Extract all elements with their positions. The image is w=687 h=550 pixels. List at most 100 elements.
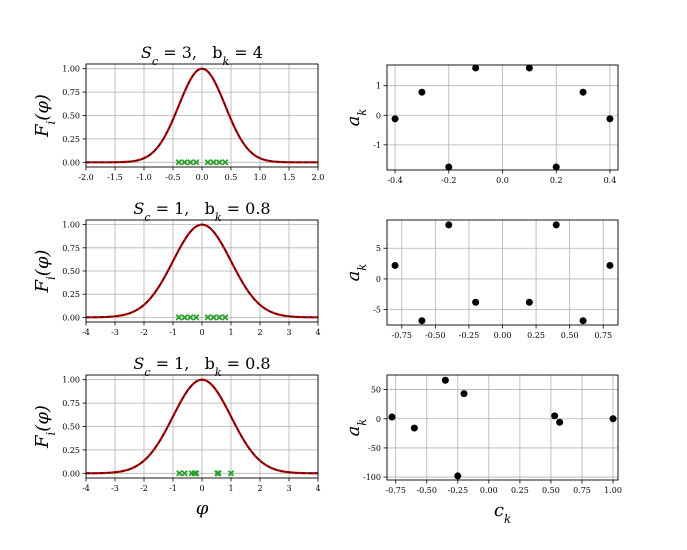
panel3-center-marker-7 xyxy=(221,314,229,321)
panel1-xtick-label-5: 0.5 xyxy=(225,173,238,182)
panel3-center-marker-0 xyxy=(175,314,183,321)
panel3-xtick-label-3: -1 xyxy=(169,328,177,337)
panel1-center-marker-4 xyxy=(204,159,212,166)
panel1-ytick-label-4: 1.00 xyxy=(62,65,80,74)
panel3-ytick-label-3: 0.75 xyxy=(62,244,80,253)
panel1-xtick-label-0: -2.0 xyxy=(78,173,93,182)
panel4-xtick-label-2: -0.25 xyxy=(459,331,480,340)
panel3-ytick-label-0: 0.00 xyxy=(62,313,80,322)
panel1-xtick-label-8: 2.0 xyxy=(312,173,325,182)
panel4-point-4 xyxy=(525,298,533,306)
panel5-ytick-label-1: 0.25 xyxy=(62,446,80,455)
panel6-ytick-label-2: 0 xyxy=(376,415,381,424)
panel1-series-dashed xyxy=(86,68,318,163)
panel1-center-marker-1 xyxy=(181,159,188,166)
panel4-ytick-label-1: 0 xyxy=(376,275,381,284)
panel3-title: Sc = 1, bk = 0.8 xyxy=(133,199,270,224)
panel4-point-1 xyxy=(418,317,426,325)
panel6-ylabel: ak xyxy=(343,419,369,437)
panel3-xtick-label-1: -3 xyxy=(111,328,119,337)
panel1-xtick-label-4: 0.0 xyxy=(196,173,209,182)
panel5-center-marker-6 xyxy=(215,470,222,477)
panel1-center-marker-3 xyxy=(192,159,200,166)
panel1-center-marker-5 xyxy=(210,159,217,166)
panel5-ytick-label-0: 0.00 xyxy=(62,469,80,478)
panel4-ytick-label-2: 5 xyxy=(376,244,381,253)
panel2-xtick-label-4: 0.4 xyxy=(604,176,617,185)
panel4-point-6 xyxy=(579,317,587,325)
panel3-center-marker-1 xyxy=(181,314,188,321)
panel6-xlabel: ck xyxy=(494,500,511,526)
panel4-xtick-label-6: 0.75 xyxy=(594,331,612,340)
panel4-xtick-label-1: -0.50 xyxy=(425,331,446,340)
panel6-xtick-label-7: 1.00 xyxy=(604,486,622,495)
panel6-point-2 xyxy=(441,376,449,384)
panel4-point-0 xyxy=(391,261,399,269)
panel5-xtick-label-5: 1 xyxy=(228,484,233,493)
panel4-xtick-label-0: -0.75 xyxy=(392,331,413,340)
panel5-xtick-label-3: -1 xyxy=(169,484,177,493)
panel6-xtick-label-5: 0.50 xyxy=(542,486,560,495)
panel3-center-marker-3 xyxy=(192,314,200,321)
panel2-xtick-label-3: 0.2 xyxy=(550,176,563,185)
panel4-xtick-label-5: 0.50 xyxy=(561,331,579,340)
panel1-center-marker-6 xyxy=(216,159,223,166)
panel1-xtick-label-7: 1.5 xyxy=(283,173,296,182)
panel6-point-1 xyxy=(410,424,418,432)
panel5-xtick-label-2: -2 xyxy=(140,484,148,493)
panel4-ylabel: ak xyxy=(343,264,369,282)
panel4-point-3 xyxy=(472,298,480,306)
panel6-point-4 xyxy=(460,390,468,398)
panel5-xtick-label-8: 4 xyxy=(315,484,320,493)
panel6-point-5 xyxy=(551,412,559,420)
panel6-ytick-label-3: 50 xyxy=(371,386,381,395)
panel1-xtick-label-6: 1.0 xyxy=(254,173,267,182)
panel6-xtick-label-3: 0.00 xyxy=(480,486,498,495)
panel6-xtick-label-1: -0.50 xyxy=(416,486,437,495)
panel5-series-dashed xyxy=(85,379,319,474)
panel3-center-marker-2 xyxy=(187,314,194,321)
panel3-ytick-label-2: 0.50 xyxy=(62,267,80,276)
panel5-ylabel: Fi(φ) xyxy=(32,405,58,449)
panel2-point-6 xyxy=(579,88,587,96)
panel2-point-1 xyxy=(418,88,426,96)
panel6-xtick-label-6: 0.75 xyxy=(573,486,591,495)
panel3-xtick-label-7: 3 xyxy=(286,328,291,337)
panel6-point-3 xyxy=(454,472,462,480)
panel1-ytick-label-0: 0.00 xyxy=(62,158,80,167)
panel2-point-7 xyxy=(606,115,614,123)
panel4-xtick-label-3: 0.00 xyxy=(494,331,512,340)
panel4-point-2 xyxy=(445,221,453,229)
panel3-ytick-label-4: 1.00 xyxy=(62,221,80,230)
panel5-xlabel: φ xyxy=(196,498,209,519)
panel3-ylabel: Fi(φ) xyxy=(32,250,58,294)
panel2-ytick-label-0: -1 xyxy=(373,141,381,150)
panel2-point-0 xyxy=(391,115,399,123)
panel5-title: Sc = 1, bk = 0.8 xyxy=(133,354,270,379)
panel1-center-marker-7 xyxy=(221,159,229,166)
panel5-center-marker-3 xyxy=(191,470,198,477)
panel3-center-marker-4 xyxy=(204,314,212,321)
panel4-point-5 xyxy=(552,221,560,229)
panel6-point-6 xyxy=(556,418,564,426)
panel4-ytick-label-0: -5 xyxy=(373,306,381,315)
panel2-xtick-label-2: 0.0 xyxy=(496,176,509,185)
panel4-point-7 xyxy=(606,261,614,269)
panel6-xtick-label-4: 0.25 xyxy=(511,486,529,495)
panel2-ytick-label-1: 0 xyxy=(376,111,381,120)
panel1-ytick-label-1: 0.25 xyxy=(62,135,80,144)
panel2-point-3 xyxy=(472,64,480,72)
panel5-ytick-label-3: 0.75 xyxy=(62,399,80,408)
panel6-point-0 xyxy=(388,413,396,421)
panel5-center-marker-4 xyxy=(192,470,200,477)
panel3-xtick-label-4: 0 xyxy=(199,328,204,337)
panel6-xtick-label-2: -0.25 xyxy=(448,486,469,495)
panel3-xtick-label-2: -2 xyxy=(140,328,148,337)
panel6-xtick-label-0: -0.75 xyxy=(385,486,406,495)
panel3-center-marker-6 xyxy=(216,314,223,321)
panel3-xtick-label-8: 4 xyxy=(315,328,320,337)
panel1-ylabel: Fi(φ) xyxy=(32,94,58,138)
panel1-xtick-label-2: -1.0 xyxy=(136,173,151,182)
panel6-axes-frame xyxy=(386,374,619,481)
panel5-xtick-label-4: 0 xyxy=(199,484,204,493)
